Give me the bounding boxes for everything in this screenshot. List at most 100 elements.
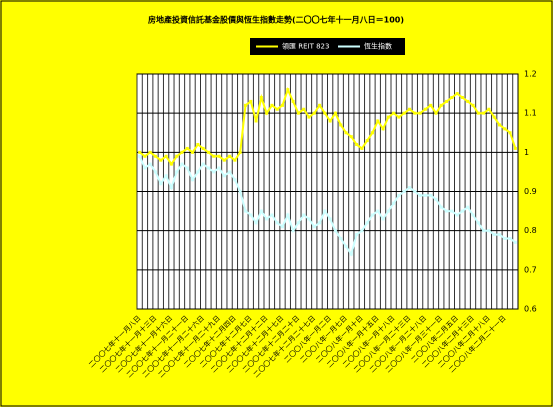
point-marker <box>445 99 449 103</box>
point-marker <box>222 174 226 178</box>
point-marker <box>228 154 232 158</box>
point-marker <box>503 127 507 131</box>
point-marker <box>386 209 390 213</box>
point-marker <box>360 146 364 150</box>
point-marker <box>296 221 300 225</box>
point-marker <box>439 103 443 107</box>
point-marker <box>365 139 369 143</box>
point-marker <box>180 162 184 166</box>
point-marker <box>254 221 258 225</box>
point-marker <box>169 186 173 190</box>
point-marker <box>212 170 216 174</box>
point-marker <box>344 244 348 248</box>
point-marker <box>191 178 195 182</box>
point-marker <box>243 209 247 213</box>
point-marker <box>249 213 253 217</box>
point-marker <box>482 229 486 233</box>
chart-title: 房地產投資信託基金股價與恆生指數走勢(二〇〇七年十一月八日＝100) <box>148 15 404 25</box>
y-tick-label: 0.9 <box>524 187 537 196</box>
point-marker <box>143 154 147 158</box>
point-marker <box>423 107 427 111</box>
point-marker <box>434 111 438 115</box>
point-marker <box>206 150 210 154</box>
point-marker <box>143 166 147 170</box>
point-marker <box>471 103 475 107</box>
point-marker <box>397 193 401 197</box>
point-marker <box>201 146 205 150</box>
point-marker <box>455 92 459 96</box>
point-marker <box>302 213 306 217</box>
y-tick-label: 1.1 <box>524 109 537 118</box>
point-marker <box>318 103 322 107</box>
point-marker <box>508 237 512 240</box>
point-marker <box>392 111 396 115</box>
point-marker <box>355 233 359 237</box>
legend-label: 領匯 REIT 823 <box>282 42 329 51</box>
point-marker <box>460 96 464 99</box>
point-marker <box>217 166 221 170</box>
point-marker <box>169 162 173 166</box>
y-tick-label: 1 <box>524 148 529 157</box>
point-marker <box>159 182 163 186</box>
point-marker <box>148 150 152 154</box>
point-marker <box>259 96 263 99</box>
y-tick-label: 1.2 <box>524 70 537 79</box>
point-marker <box>476 111 480 115</box>
point-marker <box>275 107 279 111</box>
point-marker <box>154 170 158 174</box>
point-marker <box>164 154 168 158</box>
point-marker <box>175 154 179 158</box>
point-marker <box>408 186 412 190</box>
point-marker <box>201 162 205 166</box>
point-marker <box>196 170 200 174</box>
point-marker <box>233 178 237 182</box>
point-marker <box>413 111 417 115</box>
point-marker <box>148 162 152 166</box>
y-tick-label: 0.7 <box>524 265 537 274</box>
point-marker <box>328 217 332 221</box>
point-marker <box>233 158 237 162</box>
point-marker <box>307 217 311 221</box>
point-marker <box>238 150 242 154</box>
point-marker <box>302 107 306 111</box>
point-marker <box>270 213 274 217</box>
point-marker <box>291 99 295 103</box>
point-marker <box>439 205 443 209</box>
point-marker <box>408 107 412 111</box>
point-marker <box>249 99 253 103</box>
point-marker <box>360 229 364 233</box>
point-marker <box>154 154 158 158</box>
point-marker <box>328 119 332 123</box>
point-marker <box>281 103 285 107</box>
point-marker <box>286 213 290 217</box>
point-marker <box>392 201 396 205</box>
point-marker <box>259 209 263 213</box>
point-marker <box>381 127 385 131</box>
point-marker <box>339 237 343 240</box>
point-marker <box>243 103 247 107</box>
point-marker <box>471 213 475 217</box>
point-marker <box>185 166 189 170</box>
point-marker <box>365 221 369 225</box>
point-marker <box>270 103 274 107</box>
point-marker <box>466 205 470 209</box>
point-marker <box>370 131 374 135</box>
point-marker <box>513 146 517 150</box>
legend-label: 恆生指數 <box>364 42 392 51</box>
point-marker <box>503 237 507 240</box>
point-marker <box>355 143 359 146</box>
point-marker <box>212 154 216 158</box>
point-marker <box>497 123 501 127</box>
point-marker <box>482 111 486 115</box>
point-marker <box>381 217 385 221</box>
point-marker <box>376 119 380 123</box>
point-marker <box>386 115 390 119</box>
point-marker <box>333 229 337 233</box>
point-marker <box>164 174 168 178</box>
point-marker <box>333 111 337 115</box>
point-marker <box>455 213 459 217</box>
point-marker <box>286 88 290 92</box>
point-marker <box>196 143 200 146</box>
point-marker <box>138 150 142 154</box>
